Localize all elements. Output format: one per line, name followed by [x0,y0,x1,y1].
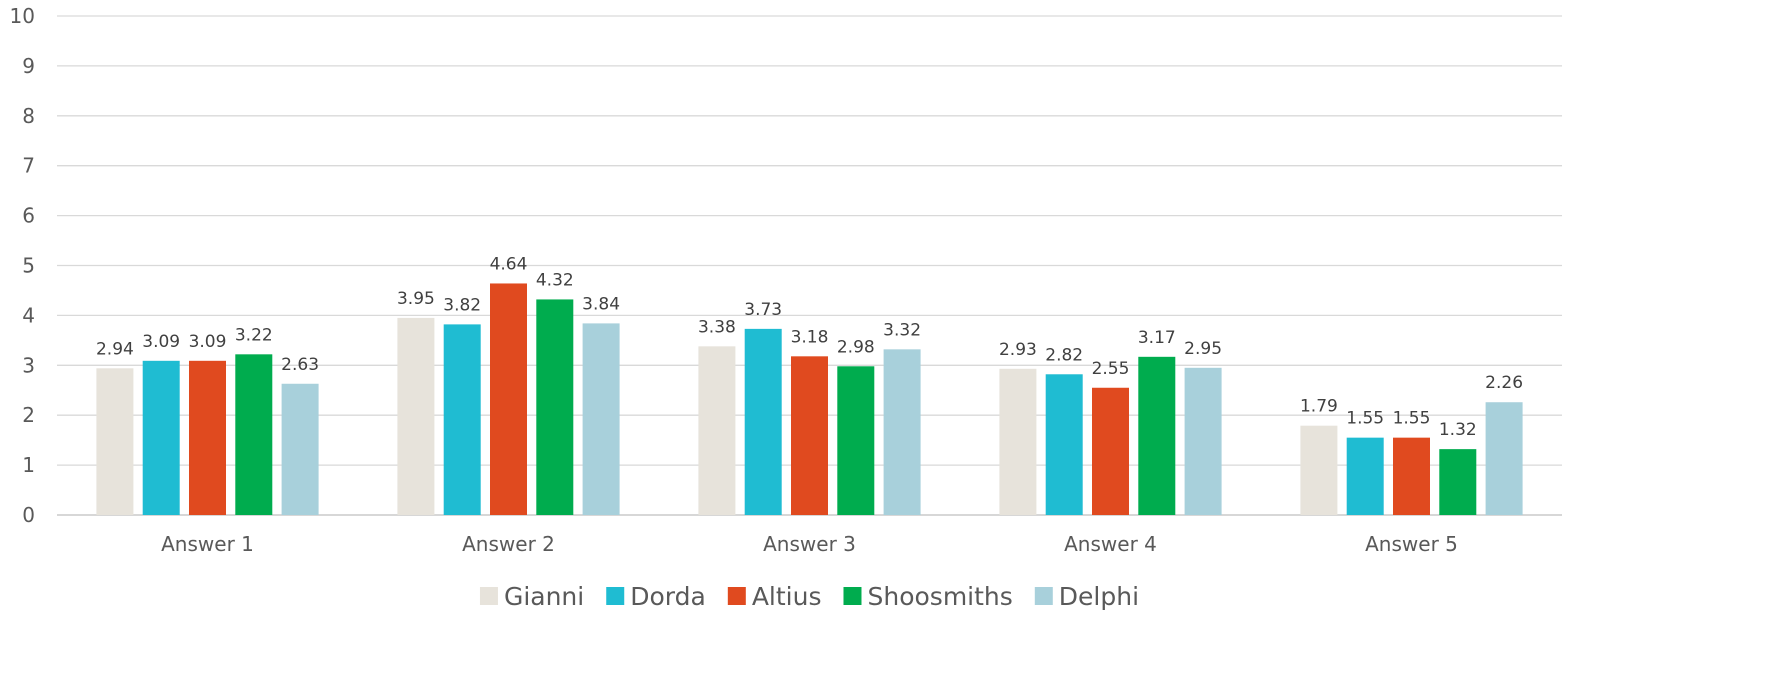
y-tick-label: 9 [22,54,35,78]
bar-altius-3 [791,356,828,515]
legend-swatch [727,587,746,605]
bar-shoosmiths-3 [837,366,875,515]
y-tick-label: 4 [22,303,35,327]
data-label: 2.98 [837,337,875,357]
bar-shoosmiths-1 [235,354,273,515]
x-axis-categories: Answer 1 Answer 2 Answer 3 Answer 4 Answer 5 [161,532,1458,556]
legend-swatch [1034,587,1053,605]
data-label: 3.22 [235,325,273,345]
data-label: 2.93 [999,340,1037,360]
legend-swatch [479,587,498,605]
data-label: 4.64 [490,254,528,274]
data-label: 4.32 [536,270,574,290]
bar-dorda-4 [1045,374,1083,515]
data-label: 2.55 [1092,359,1130,379]
data-label: 1.55 [1393,409,1431,429]
data-label: 3.09 [189,332,227,352]
bar-delphi-3 [883,349,921,515]
legend-item-dorda: Dorda [606,582,706,611]
bars [96,283,1523,515]
category-label: Answer 4 [1064,532,1157,556]
legend-label: Shoosmiths [867,582,1012,611]
bar-dorda-5 [1346,437,1384,515]
legend-label: Altius [752,582,822,611]
bar-shoosmiths-2 [536,299,574,515]
data-label: 3.82 [443,295,481,315]
data-label: 2.26 [1485,373,1523,393]
legend-item-altius: Altius [727,582,822,611]
y-tick-label: 1 [22,453,35,477]
y-tick-label: 10 [10,4,35,28]
legend-label: Delphi [1059,582,1139,611]
data-label: 3.18 [791,327,829,347]
data-label: 1.55 [1346,409,1384,429]
bar-dorda-2 [443,324,481,515]
data-label: 1.32 [1439,420,1477,440]
bar-dorda-1 [142,360,180,515]
legend: Gianni Dorda Altius Shoosmiths Delphi [479,582,1139,611]
data-label: 3.84 [582,294,620,314]
bar-dorda-3 [744,328,782,515]
data-labels: 2.94 3.09 3.09 3.22 2.63 3.95 3.82 4.64 4.32 3.84… [96,254,1523,440]
legend-label: Dorda [630,582,706,611]
bar-delphi-5 [1485,402,1523,515]
data-label: 3.32 [883,320,921,340]
y-tick-label: 8 [22,104,35,128]
category-label: Answer 5 [1365,532,1458,556]
legend-swatch [606,587,625,605]
data-label: 2.95 [1184,339,1222,359]
category-label: Answer 3 [763,532,856,556]
legend-item-delphi: Delphi [1034,582,1139,611]
bar-altius-4 [1092,387,1129,515]
bar-altius-1 [189,360,226,515]
legend-item-gianni: Gianni [479,582,584,611]
category-label: Answer 1 [161,532,254,556]
data-label: 2.63 [281,355,319,375]
y-tick-label: 3 [22,353,35,377]
data-label: 1.79 [1300,397,1338,417]
y-tick-label: 7 [22,154,35,178]
data-label: 3.73 [744,300,782,320]
bar-gianni-3 [698,346,736,515]
y-tick-label: 6 [22,204,35,228]
bar-delphi-1 [281,383,319,515]
y-tick-label: 2 [22,403,35,427]
category-label: Answer 2 [462,532,555,556]
data-label: 3.09 [142,332,180,352]
bar-gianni-1 [96,368,134,515]
data-label: 3.17 [1138,328,1176,348]
bar-shoosmiths-4 [1138,356,1176,515]
data-label: 2.94 [96,339,134,359]
legend-label: Gianni [504,582,584,611]
bar-altius-5 [1393,437,1430,515]
data-label: 3.38 [698,317,736,337]
bar-gianni-4 [999,368,1037,515]
data-label: 2.82 [1045,345,1083,365]
bar-delphi-4 [1184,367,1222,515]
bar-gianni-2 [397,317,435,515]
data-label: 3.95 [397,289,435,309]
legend-swatch [843,587,862,605]
y-axis-ticks: 0 1 2 3 4 5 6 7 8 9 10 [10,4,35,527]
y-tick-label: 5 [22,254,35,278]
y-tick-label: 0 [22,503,35,527]
legend-item-shoosmiths: Shoosmiths [843,582,1013,611]
bar-gianni-5 [1300,425,1338,515]
bar-shoosmiths-5 [1439,449,1477,515]
bar-delphi-2 [582,323,620,515]
bar-altius-2 [490,283,527,515]
